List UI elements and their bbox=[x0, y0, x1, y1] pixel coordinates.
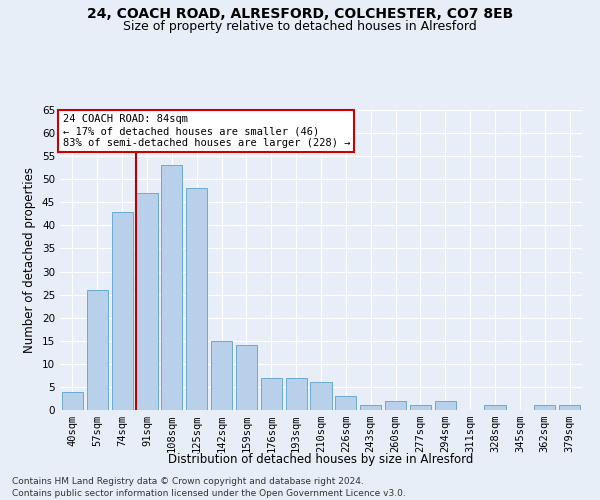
Text: Distribution of detached houses by size in Alresford: Distribution of detached houses by size … bbox=[169, 452, 473, 466]
Bar bbox=[112, 212, 133, 410]
Bar bbox=[87, 290, 108, 410]
Bar bbox=[310, 382, 332, 410]
Bar bbox=[186, 188, 207, 410]
Bar bbox=[360, 406, 381, 410]
Bar bbox=[435, 401, 456, 410]
Bar bbox=[385, 401, 406, 410]
Text: Size of property relative to detached houses in Alresford: Size of property relative to detached ho… bbox=[123, 20, 477, 33]
Bar bbox=[286, 378, 307, 410]
Bar bbox=[62, 392, 83, 410]
Bar bbox=[534, 406, 555, 410]
Text: 24, COACH ROAD, ALRESFORD, COLCHESTER, CO7 8EB: 24, COACH ROAD, ALRESFORD, COLCHESTER, C… bbox=[87, 8, 513, 22]
Bar bbox=[261, 378, 282, 410]
Bar bbox=[410, 406, 431, 410]
Bar bbox=[484, 406, 506, 410]
Bar bbox=[559, 406, 580, 410]
Text: 24 COACH ROAD: 84sqm
← 17% of detached houses are smaller (46)
83% of semi-detac: 24 COACH ROAD: 84sqm ← 17% of detached h… bbox=[62, 114, 350, 148]
Text: Contains HM Land Registry data © Crown copyright and database right 2024.: Contains HM Land Registry data © Crown c… bbox=[12, 478, 364, 486]
Bar bbox=[211, 341, 232, 410]
Bar bbox=[236, 346, 257, 410]
Bar bbox=[136, 193, 158, 410]
Y-axis label: Number of detached properties: Number of detached properties bbox=[23, 167, 37, 353]
Bar bbox=[335, 396, 356, 410]
Text: Contains public sector information licensed under the Open Government Licence v3: Contains public sector information licen… bbox=[12, 489, 406, 498]
Bar bbox=[161, 166, 182, 410]
